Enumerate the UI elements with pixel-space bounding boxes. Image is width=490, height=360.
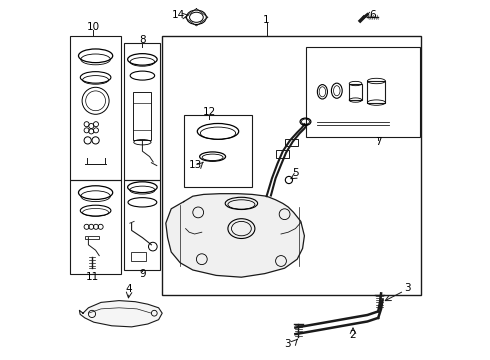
Text: 7: 7 — [375, 137, 382, 147]
Bar — [124, 43, 160, 180]
Bar — [162, 36, 421, 295]
Text: 13: 13 — [189, 160, 202, 170]
Bar — [130, 252, 146, 261]
Text: 6: 6 — [369, 10, 376, 20]
Bar — [349, 84, 362, 100]
Text: 8: 8 — [139, 35, 146, 45]
Text: 9: 9 — [139, 269, 146, 279]
Text: 1: 1 — [263, 15, 270, 25]
Bar — [306, 47, 419, 137]
Text: 5: 5 — [292, 168, 299, 178]
Bar — [368, 81, 386, 103]
Text: 2: 2 — [350, 330, 356, 340]
Bar — [285, 139, 297, 146]
Text: 11: 11 — [85, 272, 98, 282]
Bar — [71, 180, 121, 274]
Bar — [71, 36, 121, 180]
Text: 4: 4 — [126, 284, 132, 294]
Bar — [184, 115, 252, 187]
Text: 14: 14 — [172, 10, 185, 20]
Text: 10: 10 — [87, 22, 99, 32]
Text: 12: 12 — [202, 107, 216, 117]
Text: 3: 3 — [404, 283, 410, 293]
Text: 3: 3 — [284, 339, 291, 349]
Bar — [85, 236, 99, 239]
Polygon shape — [79, 301, 162, 327]
Polygon shape — [166, 194, 304, 277]
Bar — [124, 180, 160, 270]
Bar — [276, 150, 289, 158]
Bar — [133, 92, 151, 140]
